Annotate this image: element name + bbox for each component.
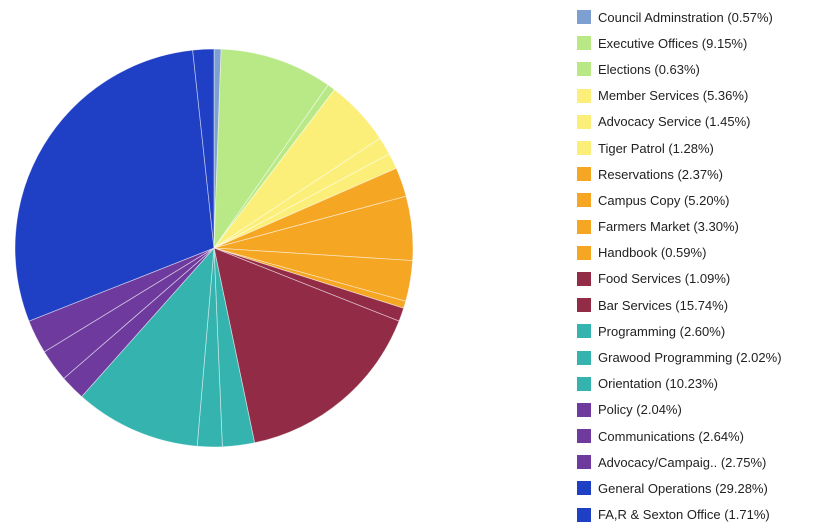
legend-swatch <box>577 271 591 286</box>
legend-swatch <box>577 350 591 365</box>
legend-swatch <box>577 88 591 103</box>
legend-item[interactable]: Campus Copy (5.20%) <box>577 187 813 213</box>
legend-swatch <box>577 324 591 339</box>
legend-item[interactable]: Member Services (5.36%) <box>577 83 813 109</box>
legend-item[interactable]: Communications (2.64%) <box>577 423 813 449</box>
chart-legend: Council Adminstration (0.57%) Executive O… <box>577 4 813 528</box>
legend-item[interactable]: Tiger Patrol (1.28%) <box>577 135 813 161</box>
legend-swatch <box>577 507 591 522</box>
pie-slice[interactable] <box>192 48 215 249</box>
pie-slice[interactable] <box>213 48 329 250</box>
legend-swatch <box>577 36 591 51</box>
legend-label: Food Services (1.09%) <box>598 271 731 287</box>
legend-item[interactable]: General Operations (29.28%) <box>577 475 813 501</box>
legend-swatch <box>577 167 591 182</box>
legend-item[interactable]: Farmers Market (3.30%) <box>577 214 813 240</box>
pie-plot <box>14 48 414 448</box>
legend-item[interactable]: Elections (0.63%) <box>577 56 813 82</box>
legend-label: Farmers Market (3.30%) <box>598 219 739 235</box>
legend-label: Programming (2.60%) <box>598 323 726 339</box>
legend-label: Handbook (0.59%) <box>598 245 707 261</box>
legend-item[interactable]: Grawood Programming (2.02%) <box>577 344 813 370</box>
legend-item[interactable]: Policy (2.04%) <box>577 397 813 423</box>
legend-label: Reservations (2.37%) <box>598 166 723 182</box>
legend-swatch <box>577 219 591 234</box>
legend-label: Advocacy Service (1.45%) <box>598 114 751 130</box>
legend-swatch <box>577 376 591 391</box>
legend-swatch <box>577 193 591 208</box>
legend-label: General Operations (29.28%) <box>598 480 768 496</box>
legend-item[interactable]: Orientation (10.23%) <box>577 371 813 397</box>
legend-item[interactable]: Handbook (0.59%) <box>577 240 813 266</box>
legend-item[interactable]: Bar Services (15.74%) <box>577 292 813 318</box>
legend-swatch <box>577 141 591 156</box>
legend-swatch <box>577 245 591 260</box>
legend-item[interactable]: Advocacy Service (1.45%) <box>577 109 813 135</box>
legend-item[interactable]: Advocacy/Campaig.. (2.75%) <box>577 449 813 475</box>
pie-slice[interactable] <box>213 247 400 444</box>
pie-slice[interactable] <box>81 246 215 447</box>
legend-item[interactable]: Food Services (1.09%) <box>577 266 813 292</box>
legend-item[interactable]: Reservations (2.37%) <box>577 161 813 187</box>
legend-swatch <box>577 298 591 313</box>
legend-label: Campus Copy (5.20%) <box>598 192 730 208</box>
legend-item[interactable]: FA,R & Sexton Office (1.71%) <box>577 502 813 528</box>
legend-label: FA,R & Sexton Office (1.71%) <box>598 507 770 523</box>
legend-label: Communications (2.64%) <box>598 428 744 444</box>
legend-swatch <box>577 429 591 444</box>
legend-swatch <box>577 114 591 129</box>
legend-label: Bar Services (15.74%) <box>598 297 729 313</box>
legend-label: Grawood Programming (2.02%) <box>598 350 782 366</box>
legend-label: Member Services (5.36%) <box>598 88 749 104</box>
legend-item[interactable]: Executive Offices (9.15%) <box>577 30 813 56</box>
legend-swatch <box>577 62 591 77</box>
legend-label: Tiger Patrol (1.28%) <box>598 140 714 156</box>
pie-slice[interactable] <box>14 49 215 322</box>
legend-label: Policy (2.04%) <box>598 402 682 418</box>
legend-swatch <box>577 481 591 496</box>
legend-item[interactable]: Council Adminstration (0.57%) <box>577 4 813 30</box>
legend-label: Orientation (10.23%) <box>598 376 718 392</box>
legend-item[interactable]: Programming (2.60%) <box>577 318 813 344</box>
legend-label: Council Adminstration (0.57%) <box>598 9 773 25</box>
legend-label: Elections (0.63%) <box>598 61 700 77</box>
legend-label: Executive Offices (9.15%) <box>598 35 748 51</box>
legend-swatch <box>577 455 591 470</box>
legend-swatch <box>577 402 591 417</box>
legend-swatch <box>577 10 591 25</box>
legend-label: Advocacy/Campaig.. (2.75%) <box>598 454 767 470</box>
